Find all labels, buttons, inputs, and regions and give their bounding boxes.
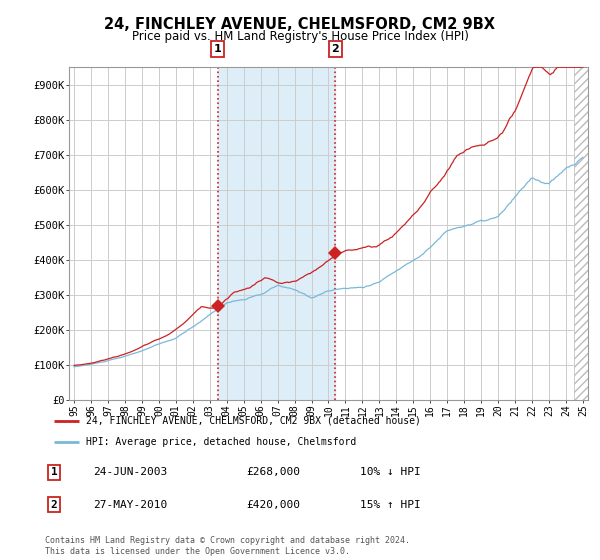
Text: £420,000: £420,000 [246,500,300,510]
Text: 1: 1 [50,467,58,477]
Text: £268,000: £268,000 [246,467,300,477]
Bar [218,67,335,400]
Text: 24, FINCHLEY AVENUE, CHELMSFORD, CM2 9BX: 24, FINCHLEY AVENUE, CHELMSFORD, CM2 9BX [104,17,496,32]
Text: Price paid vs. HM Land Registry's House Price Index (HPI): Price paid vs. HM Land Registry's House … [131,30,469,44]
Bar [574,67,600,400]
Text: 2: 2 [50,500,58,510]
Text: 2: 2 [331,44,339,54]
Text: 24, FINCHLEY AVENUE, CHELMSFORD, CM2 9BX (detached house): 24, FINCHLEY AVENUE, CHELMSFORD, CM2 9BX… [86,416,421,426]
Text: 10% ↓ HPI: 10% ↓ HPI [360,467,421,477]
Text: 15% ↑ HPI: 15% ↑ HPI [360,500,421,510]
Bar [574,67,600,400]
Text: HPI: Average price, detached house, Chelmsford: HPI: Average price, detached house, Chel… [86,437,356,446]
Text: 1: 1 [214,44,221,54]
Text: 27-MAY-2010: 27-MAY-2010 [93,500,167,510]
Text: Contains HM Land Registry data © Crown copyright and database right 2024.
This d: Contains HM Land Registry data © Crown c… [45,536,410,556]
Text: 24-JUN-2003: 24-JUN-2003 [93,467,167,477]
